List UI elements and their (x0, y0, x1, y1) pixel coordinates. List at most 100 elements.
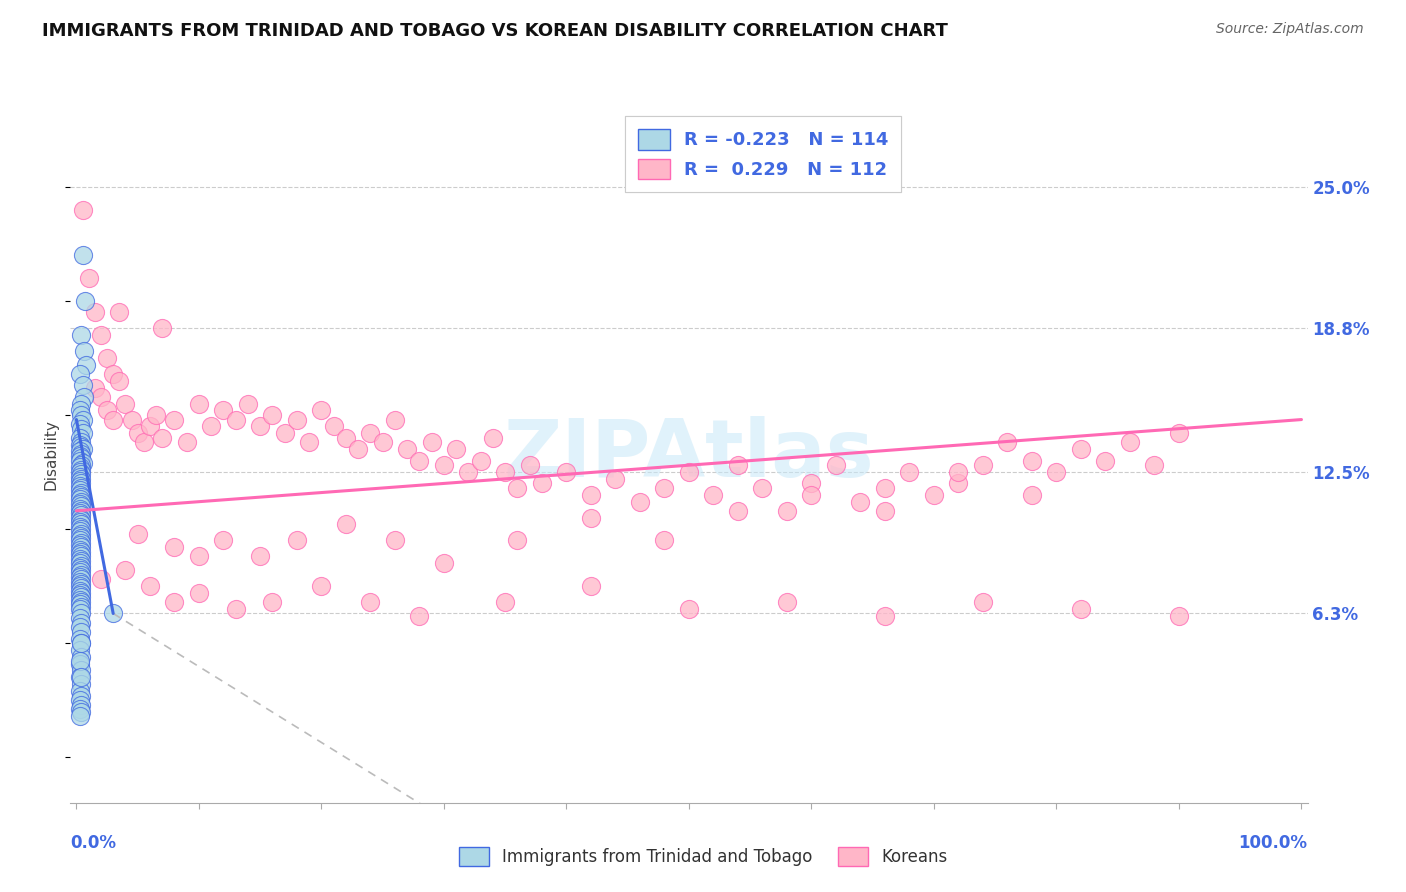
Point (70, 572, 93, 586)
Point (69, 367, 91, 381)
Point (69, 566, 91, 580)
Point (70, 408, 93, 422)
Point (132, 435, 155, 450)
Point (72, 456, 94, 470)
Point (69, 520, 91, 534)
Point (335, 517, 357, 532)
Point (70, 607, 93, 621)
Point (75, 358, 97, 372)
Point (70, 422, 93, 436)
Text: ZIPAtlas: ZIPAtlas (503, 416, 875, 494)
Point (70, 595, 93, 609)
Point (70, 463, 93, 477)
Point (69, 431, 91, 445)
Point (69, 515, 91, 529)
Text: IMMIGRANTS FROM TRINIDAD AND TOBAGO VS KOREAN DISABILITY CORRELATION CHART: IMMIGRANTS FROM TRINIDAD AND TOBAGO VS K… (42, 22, 948, 40)
Point (825, 458, 848, 473)
Point (678, 602, 700, 616)
Point (70, 526, 93, 541)
Point (70, 458, 93, 473)
Point (121, 412, 143, 426)
Point (96, 403, 118, 417)
Point (101, 367, 124, 381)
Point (70, 476, 93, 491)
Point (408, 453, 430, 467)
Point (69, 611, 91, 625)
Point (800, 488, 823, 502)
Point (678, 465, 700, 479)
Point (70, 531, 93, 545)
Point (69, 510, 91, 524)
Point (70, 649, 93, 664)
Point (70, 451, 93, 466)
Point (70, 396, 93, 410)
Point (212, 403, 235, 417)
Point (727, 504, 749, 518)
Point (311, 579, 333, 593)
Point (108, 305, 131, 319)
Point (70, 689, 93, 703)
Point (73, 344, 96, 359)
Point (249, 419, 271, 434)
Point (70, 508, 93, 523)
Point (127, 426, 149, 441)
Point (90, 328, 112, 343)
Point (873, 481, 896, 495)
Point (70, 582, 93, 596)
Point (70, 664, 93, 678)
Point (69, 524, 91, 539)
Point (70, 567, 93, 582)
Point (69, 588, 91, 602)
Y-axis label: Disability: Disability (44, 419, 59, 491)
Point (873, 608, 896, 623)
Point (482, 431, 505, 445)
Point (285, 412, 308, 426)
Point (70, 467, 93, 482)
Point (69, 529, 91, 543)
Point (69, 632, 91, 646)
Point (69, 488, 91, 502)
Point (70, 472, 93, 486)
Point (457, 465, 479, 479)
Point (776, 595, 799, 609)
Point (69, 483, 91, 498)
Point (70, 328, 93, 343)
Point (200, 419, 222, 434)
Point (384, 533, 406, 548)
Point (73, 390, 96, 404)
Point (628, 494, 651, 508)
Point (69, 670, 91, 684)
Point (225, 602, 247, 616)
Point (359, 595, 381, 609)
Point (150, 431, 173, 445)
Point (69, 702, 91, 716)
Point (101, 412, 124, 426)
Point (273, 426, 295, 441)
Point (69, 547, 91, 561)
Point (70, 504, 93, 518)
Point (187, 549, 209, 564)
Point (519, 458, 541, 473)
Legend: R = -0.223   N = 114, R =  0.229   N = 112: R = -0.223 N = 114, R = 0.229 N = 112 (624, 116, 901, 192)
Point (69, 437, 91, 451)
Point (127, 526, 149, 541)
Point (70, 599, 93, 614)
Point (69, 460, 91, 475)
Point (579, 488, 602, 502)
Point (69, 709, 91, 723)
Point (873, 504, 896, 518)
Point (69, 501, 91, 516)
Point (69, 479, 91, 493)
Point (69, 497, 91, 511)
Point (371, 435, 394, 450)
Point (898, 465, 921, 479)
Point (70, 485, 93, 500)
Point (70, 500, 93, 514)
Point (800, 476, 823, 491)
Point (212, 533, 235, 548)
Point (70, 636, 93, 650)
Point (70, 435, 93, 450)
Point (69, 579, 91, 593)
Point (70, 522, 93, 536)
Point (322, 419, 344, 434)
